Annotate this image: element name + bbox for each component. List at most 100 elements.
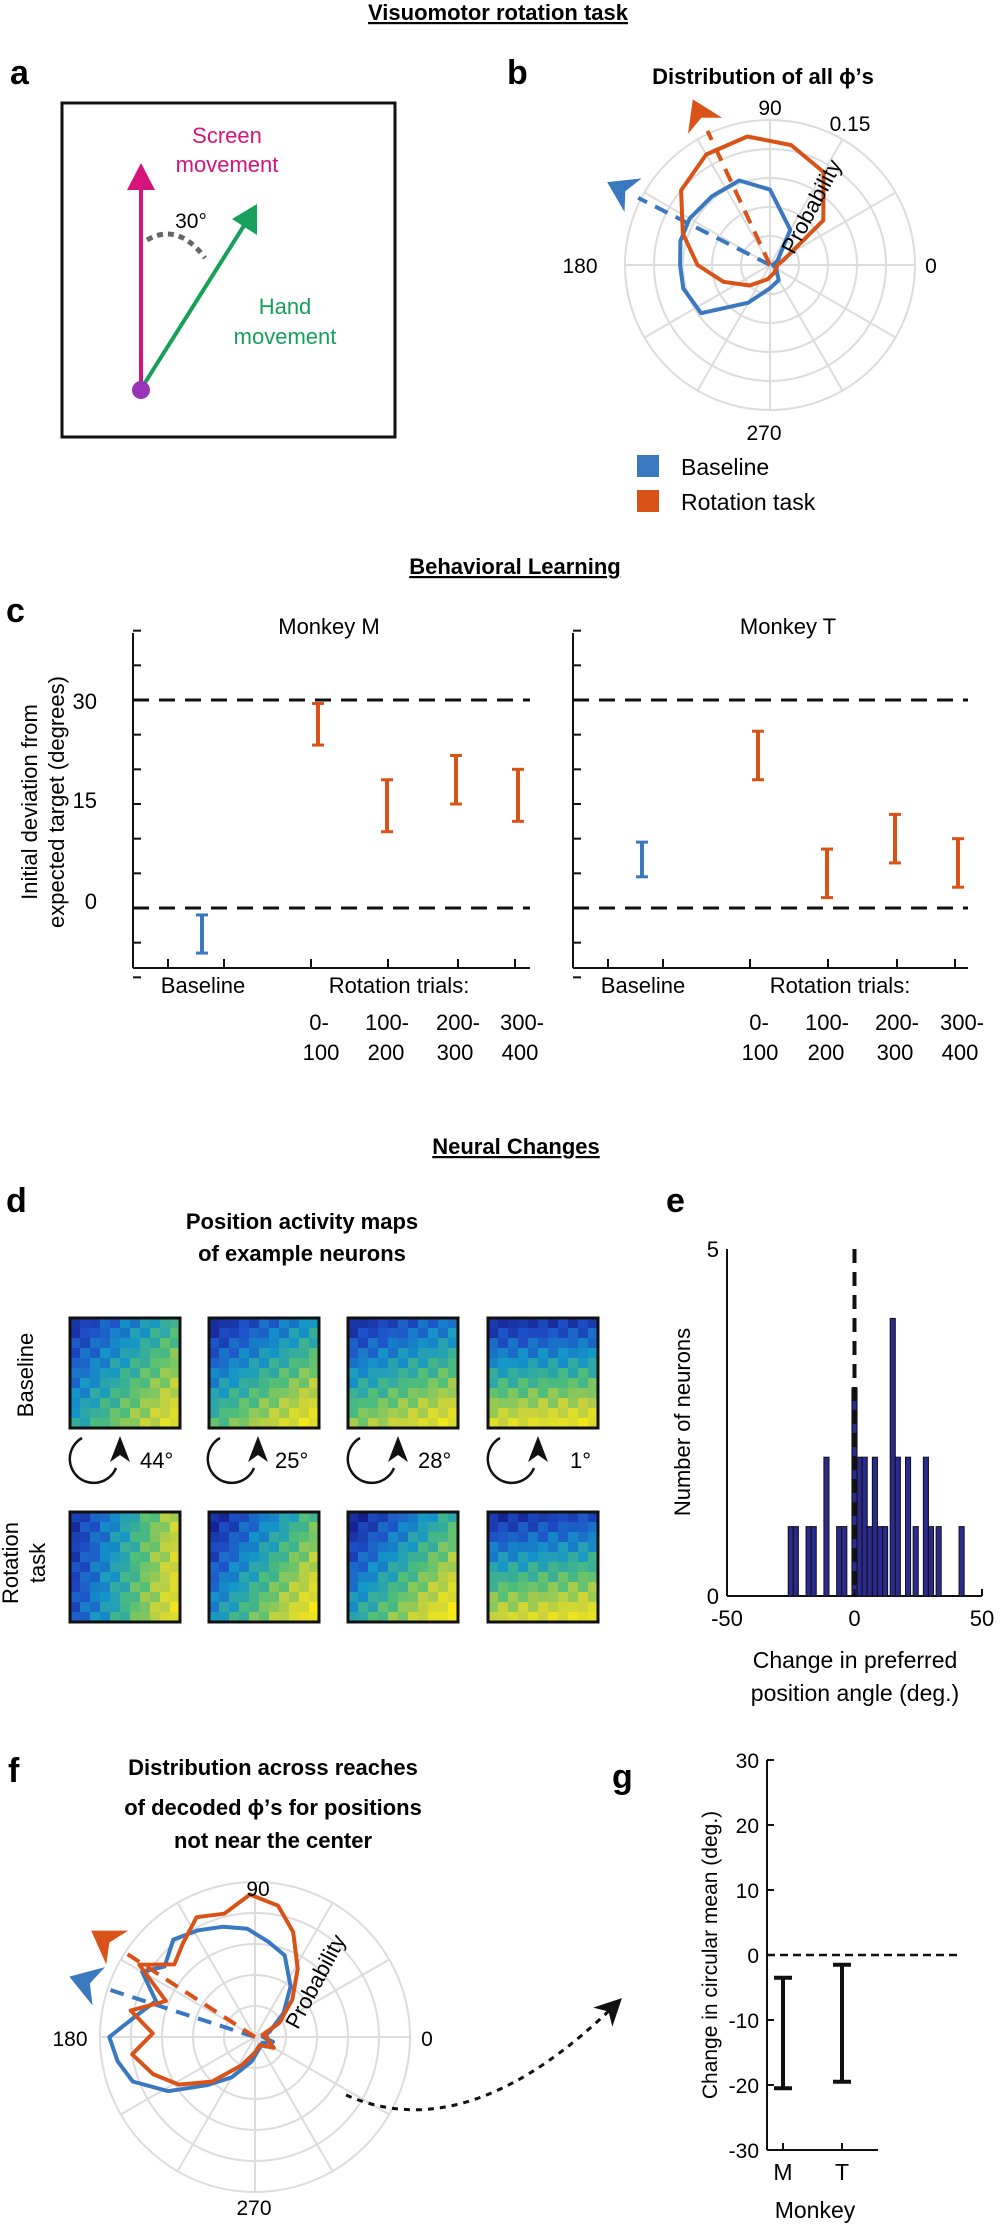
heatmap-cell (358, 1532, 369, 1543)
heatmap-cell (309, 1348, 320, 1359)
heatmap-cell (80, 1368, 91, 1379)
heatmap-cell (219, 1602, 230, 1613)
heatmap-cell (498, 1318, 509, 1329)
heatmap-cell (388, 1398, 399, 1409)
heatmap-cell (80, 1338, 91, 1349)
section-title-behavioral: Behavioral Learning (409, 554, 621, 579)
heatmap-cell (448, 1562, 459, 1573)
heatmap-cell (588, 1358, 599, 1369)
heatmap-cell (568, 1378, 579, 1389)
heatmap-cell (289, 1378, 300, 1389)
heatmap-cell (229, 1368, 240, 1379)
heatmap-cell (120, 1542, 131, 1553)
heatmap-cell (398, 1522, 409, 1533)
heatmap-cell (508, 1532, 519, 1543)
heatmap-cell (558, 1388, 569, 1399)
heatmap-cell (368, 1522, 379, 1533)
heatmap-cell (170, 1612, 181, 1623)
heatmap-cell (130, 1378, 141, 1389)
heatmap-cell (488, 1368, 499, 1379)
screen-movement-arrowhead (127, 163, 155, 190)
heatmap-cell (70, 1358, 81, 1369)
heatmap-cell (568, 1318, 579, 1329)
heatmap-cell (70, 1398, 81, 1409)
heatmap-cell (358, 1328, 369, 1339)
heatmap-cell (358, 1552, 369, 1563)
heatmap-cell (209, 1572, 220, 1583)
heatmap-cell (90, 1358, 101, 1369)
x-tick-label: -50 (711, 1606, 743, 1631)
heatmap-cell (528, 1408, 539, 1419)
heatmap-cell (538, 1378, 549, 1389)
heatmap-cell (80, 1318, 91, 1329)
heatmap-cell (408, 1562, 419, 1573)
heatmap-cell (299, 1602, 310, 1613)
heatmap-cell (100, 1562, 111, 1573)
heatmap-cell (398, 1368, 409, 1379)
monkey-t-rotation-label: Rotation trials: (770, 973, 911, 998)
heatmap-cell (269, 1418, 280, 1429)
rotation-label-2: 25° (275, 1448, 308, 1473)
heatmap-cell (100, 1532, 111, 1543)
monkey-t-bin4-bottom: 400 (942, 1040, 979, 1065)
heatmap-cell (348, 1552, 359, 1563)
heatmap-cell (80, 1602, 91, 1613)
heatmap-cell (388, 1562, 399, 1573)
heatmap-cell (538, 1522, 549, 1533)
heatmap-cell (239, 1522, 250, 1533)
heatmap-cell (378, 1522, 389, 1533)
heatmap-cell (140, 1522, 151, 1533)
heatmap-cell (508, 1592, 519, 1603)
heatmap-cell (438, 1408, 449, 1419)
heatmap-cell (578, 1512, 589, 1523)
heatmap-cell (100, 1398, 111, 1409)
heatmap-cell (358, 1358, 369, 1369)
heatmap-cell (368, 1572, 379, 1583)
heatmap-cell (558, 1592, 569, 1603)
heatmap-cell (538, 1368, 549, 1379)
polar-b-label-0: 0 (925, 255, 937, 278)
heatmap-cell (249, 1522, 260, 1533)
heatmap-cell (358, 1368, 369, 1379)
heatmap-cell (249, 1572, 260, 1583)
heatmap-cell (80, 1542, 91, 1553)
heatmap-cell (538, 1328, 549, 1339)
heatmap-cell (279, 1572, 290, 1583)
heatmap-cell (150, 1602, 161, 1613)
heatmap-cell (548, 1512, 559, 1523)
heatmap-cell (418, 1388, 429, 1399)
row-label-rotation-line1: Rotation (0, 1522, 23, 1604)
heatmap-cell (388, 1358, 399, 1369)
heatmap-cell (508, 1552, 519, 1563)
heatmap-cell (438, 1582, 449, 1593)
screen-label-line2: movement (176, 152, 279, 177)
heatmap-cell (269, 1512, 280, 1523)
heatmap-cell (299, 1348, 310, 1359)
heatmap-cell (90, 1378, 101, 1389)
heatmap-cell (259, 1602, 270, 1613)
heatmap-cell (408, 1328, 419, 1339)
heatmap-cell (538, 1338, 549, 1349)
heatmap-cell (209, 1368, 220, 1379)
heatmap-cell (398, 1512, 409, 1523)
heatmap-cell (309, 1328, 320, 1339)
heatmap-cell (348, 1582, 359, 1593)
heatmap-cell (239, 1612, 250, 1623)
legend-swatch-baseline (637, 455, 659, 477)
heatmap-cell (100, 1592, 111, 1603)
monkey-m-bin1-top: 0- (309, 1010, 329, 1035)
histogram-bar (894, 1456, 901, 1597)
heatmap-cell (209, 1398, 220, 1409)
heatmap-cell (578, 1592, 589, 1603)
heatmap-cell (130, 1398, 141, 1409)
heatmap-cell (388, 1602, 399, 1613)
heatmap-cell (438, 1562, 449, 1573)
heatmap-cell (348, 1612, 359, 1623)
heatmap-cell (448, 1388, 459, 1399)
polar-spoke-120 (696, 138, 771, 266)
heatmap-cell (558, 1348, 569, 1359)
heatmap-cell (498, 1348, 509, 1359)
heatmap-cell (249, 1368, 260, 1379)
panel-label-c: c (6, 592, 25, 630)
